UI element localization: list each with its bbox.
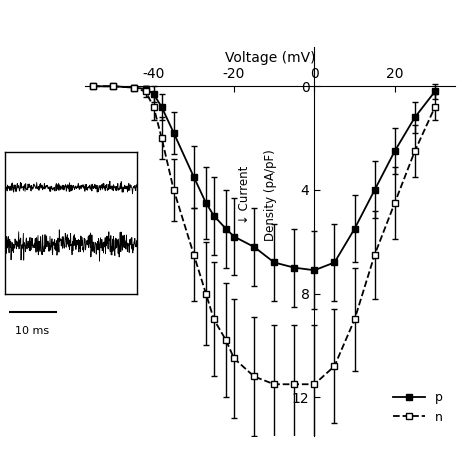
Text: ↓ Current: ↓ Current: [238, 166, 251, 224]
Legend: p, n: p, n: [387, 385, 449, 430]
X-axis label: Voltage (mV): Voltage (mV): [225, 51, 315, 65]
Text: Density (pA/pF): Density (pA/pF): [264, 149, 277, 241]
Text: 10 ms: 10 ms: [15, 326, 49, 336]
